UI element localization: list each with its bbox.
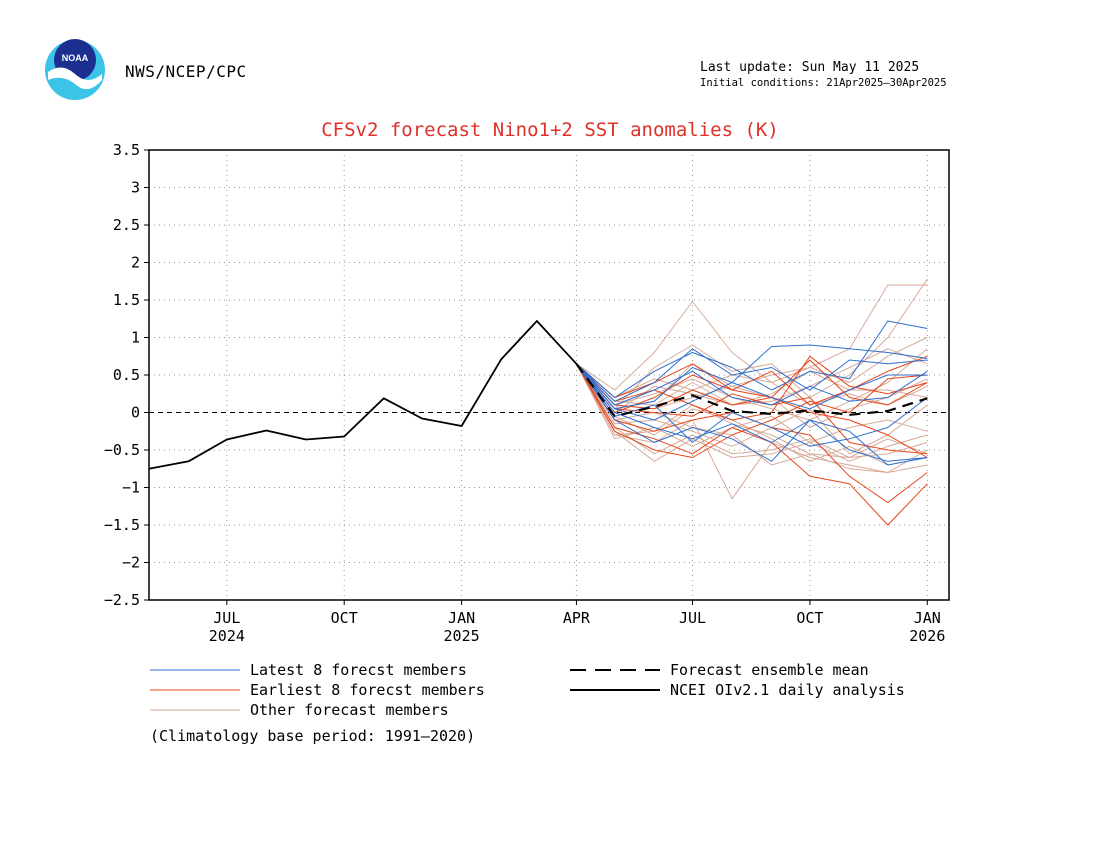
x-tick-label: OCT <box>331 609 358 627</box>
y-tick-label: 3.5 <box>113 141 140 159</box>
y-tick-label: 0.5 <box>113 366 140 384</box>
chart-title: CFSv2 forecast Nino1+2 SST anomalies (K) <box>321 119 779 141</box>
y-tick-label: 0 <box>131 404 140 422</box>
series-line-latest-6 <box>576 363 928 462</box>
series-line-latest-9 <box>576 363 928 421</box>
legend-label-analysis: NCEI OIv2.1 daily analysis <box>670 681 905 699</box>
series-line-earliest-17 <box>576 355 928 421</box>
x-tick-label: JUL <box>679 609 706 627</box>
series-line-latest-8 <box>575 363 928 447</box>
y-tick-label: 2 <box>131 254 140 272</box>
series-line-other-29 <box>575 363 928 455</box>
y-tick-label: 3 <box>131 179 140 197</box>
x-tick-label: JAN <box>448 609 475 627</box>
series-line-earliest-11 <box>575 363 928 526</box>
noaa-logo-text: NOAA <box>62 53 89 63</box>
legend-label-mean: Forecast ensemble mean <box>670 661 869 679</box>
series-line-other-20 <box>576 348 928 421</box>
series-line-other-31 <box>575 363 928 462</box>
x-tick-label: APR <box>563 609 591 627</box>
last-update: Last update: Sun May 11 2025 <box>700 60 919 75</box>
series-line-other-19 <box>575 363 928 500</box>
series-line-earliest-15 <box>575 363 928 458</box>
noaa-logo-gull <box>48 67 102 90</box>
y-tick-label: 1.5 <box>113 291 140 309</box>
series-line-other-24 <box>576 348 928 413</box>
x-tick-label: OCT <box>796 609 823 627</box>
series-line-analysis-0 <box>148 320 578 470</box>
agency-label: NWS/NCEP/CPC <box>125 62 247 81</box>
legend-label-other: Other forecast members <box>250 701 449 719</box>
noaa-logo: NOAA <box>45 39 105 100</box>
x-year-label: 2025 <box>444 627 480 645</box>
chart-legend: Latest 8 forecst members Earliest 8 forec… <box>150 661 905 719</box>
x-tick-label: JAN <box>914 609 941 627</box>
x-year-label: 2026 <box>909 627 945 645</box>
series-line-earliest-10 <box>576 355 928 406</box>
x-year-label: 2024 <box>209 627 245 645</box>
y-tick-label: 1 <box>131 329 140 347</box>
y-tick-label: −2.5 <box>104 591 140 609</box>
y-tick-label: −1.5 <box>104 516 140 534</box>
legend-label-earliest: Earliest 8 forecst members <box>250 681 485 699</box>
y-tick-label: −1 <box>122 479 140 497</box>
y-tick-label: 2.5 <box>113 216 140 234</box>
series-line-latest-7 <box>576 348 928 402</box>
series-line-latest-4 <box>575 363 928 466</box>
initial-conditions: Initial conditions: 21Apr2025—30Apr2025 <box>700 77 947 89</box>
legend-label-latest: Latest 8 forecst members <box>250 661 467 679</box>
series-line-other-22 <box>576 337 928 410</box>
series-line-other-30 <box>576 278 928 410</box>
climatology-note: (Climatology base period: 1991—2020) <box>150 727 475 745</box>
y-tick-label: −0.5 <box>104 441 140 459</box>
series-line-mean-1 <box>575 363 928 418</box>
series-line-latest-3 <box>576 320 928 398</box>
series-line-latest-5 <box>576 363 928 406</box>
x-tick-label: JUL <box>213 609 240 627</box>
y-tick-label: −2 <box>122 554 140 572</box>
plot-area: 3.532.521.510.50−0.5−1−1.5−2−2.5JUL2024O… <box>104 141 950 645</box>
